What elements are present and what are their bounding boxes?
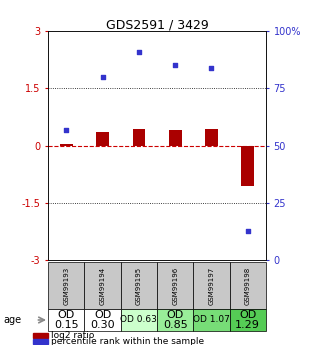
Bar — [193, 309, 230, 331]
Bar — [157, 262, 193, 309]
Text: GSM99198: GSM99198 — [245, 266, 251, 305]
Bar — [230, 309, 266, 331]
Point — [173, 63, 178, 68]
Text: GSM99196: GSM99196 — [172, 266, 178, 305]
Bar — [169, 130, 182, 146]
Bar — [241, 146, 254, 186]
Bar — [205, 129, 218, 146]
Bar — [157, 309, 193, 331]
Point — [100, 74, 105, 80]
Point — [64, 127, 69, 132]
Bar — [121, 262, 157, 309]
Bar — [85, 262, 121, 309]
Bar — [33, 333, 49, 338]
Text: OD
0.85: OD 0.85 — [163, 309, 188, 331]
Point — [209, 65, 214, 70]
Text: OD
0.30: OD 0.30 — [90, 309, 115, 331]
Point — [137, 49, 142, 55]
Text: log2 ratio: log2 ratio — [51, 331, 95, 340]
Text: OD 1.07: OD 1.07 — [193, 315, 230, 325]
Bar — [230, 262, 266, 309]
Bar — [132, 129, 145, 146]
Bar — [96, 132, 109, 146]
Text: GSM99195: GSM99195 — [136, 266, 142, 305]
Bar — [48, 309, 85, 331]
Bar — [48, 262, 85, 309]
Title: GDS2591 / 3429: GDS2591 / 3429 — [106, 18, 208, 31]
Text: OD
1.29: OD 1.29 — [235, 309, 260, 331]
Bar — [60, 144, 73, 146]
Text: GSM99193: GSM99193 — [63, 266, 69, 305]
Text: OD
0.15: OD 0.15 — [54, 309, 79, 331]
Bar — [121, 309, 157, 331]
Text: GSM99197: GSM99197 — [208, 266, 215, 305]
Text: age: age — [3, 315, 21, 325]
Bar — [85, 309, 121, 331]
Text: percentile rank within the sample: percentile rank within the sample — [51, 337, 204, 345]
Bar — [193, 262, 230, 309]
Text: GSM99194: GSM99194 — [100, 266, 106, 305]
Point — [245, 228, 250, 234]
Bar — [33, 339, 49, 344]
Text: OD 0.63: OD 0.63 — [120, 315, 157, 325]
